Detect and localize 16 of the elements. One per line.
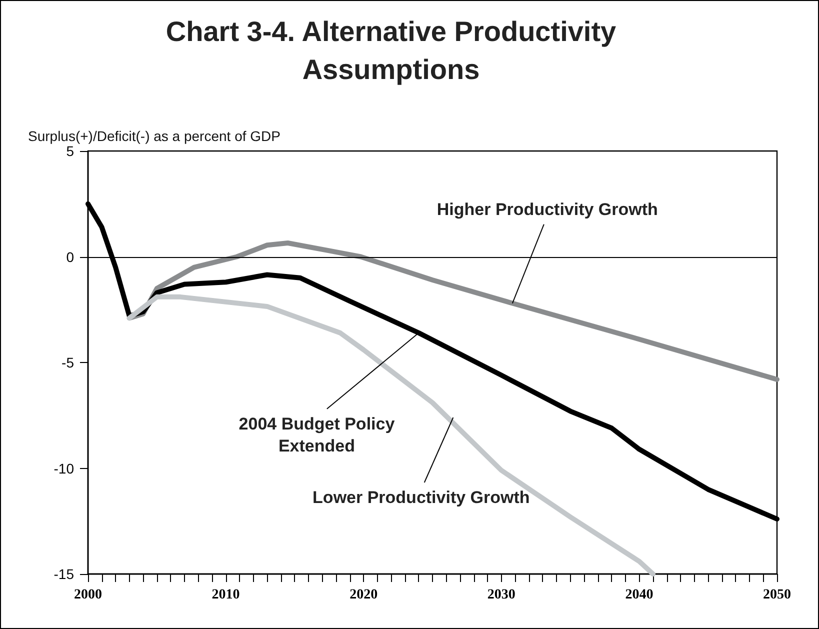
x-tick-label: 2000 (74, 588, 102, 602)
y-tick-label: -15 (54, 566, 74, 582)
x-tick-label: 2050 (763, 588, 791, 602)
annotation: Lower Productivity Growth (312, 488, 530, 507)
x-tick-label: 2030 (487, 588, 516, 602)
y-tick-label: 5 (66, 143, 74, 159)
chart-title: Chart 3-4. Alternative Productivity Assumptions (164, 15, 618, 87)
y-tick-label: 0 (66, 248, 74, 265)
annotation: Higher Productivity Growth (436, 200, 658, 219)
y-tick-label: -5 (62, 354, 74, 370)
x-tick-label: 2010 (212, 588, 240, 602)
x-tick-label: 2040 (625, 588, 654, 602)
annotation: 2004 Budget Policy Extended (238, 414, 396, 456)
y-tick-label: -10 (54, 460, 74, 476)
x-tick-label: 2020 (350, 588, 378, 602)
y-axis-title: Surplus(+)/Deficit(-) as a percent of GDP (28, 128, 280, 144)
